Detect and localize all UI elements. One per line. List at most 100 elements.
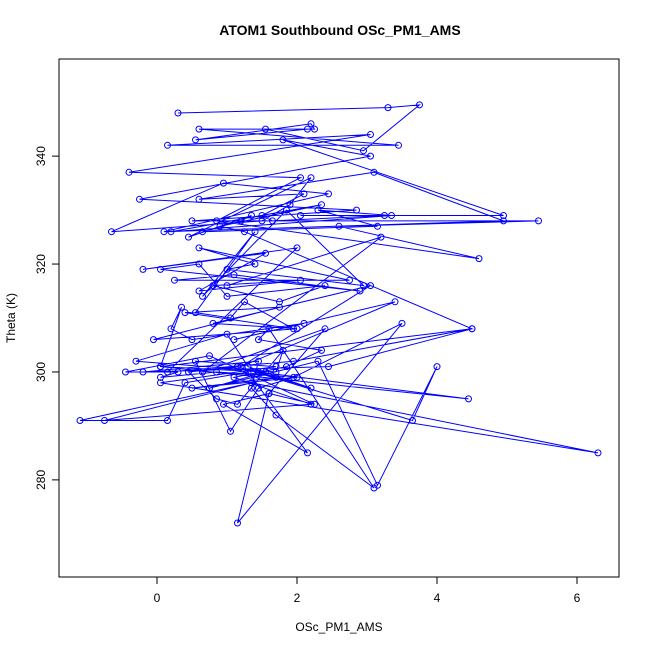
data-point <box>164 417 171 424</box>
data-point <box>237 217 245 225</box>
data-point <box>122 368 129 376</box>
data-point <box>139 368 147 376</box>
data-point <box>157 265 164 273</box>
data-point <box>241 298 248 306</box>
data-point <box>276 298 283 306</box>
data-point <box>195 287 203 295</box>
x-axis-label: OSc_PM1_AMS <box>295 620 382 634</box>
data-point <box>181 309 189 317</box>
data-point <box>108 228 115 236</box>
data-point <box>297 174 304 182</box>
data-point <box>360 282 367 290</box>
data-point <box>500 217 507 225</box>
data-point <box>223 282 231 290</box>
data-point <box>157 379 164 387</box>
data-point <box>388 212 395 219</box>
data-point <box>475 255 483 263</box>
data-point <box>255 336 262 344</box>
y-tick-label: 320 <box>34 254 48 274</box>
data-point <box>150 336 157 344</box>
data-point <box>293 244 301 252</box>
data-point <box>209 319 217 327</box>
data-point <box>220 179 227 187</box>
data-point <box>230 336 238 344</box>
data-point <box>367 152 374 160</box>
data-point <box>314 357 322 365</box>
data-point <box>220 400 227 408</box>
data-point <box>188 384 196 392</box>
data-point <box>381 212 388 219</box>
series-line <box>79 104 599 524</box>
data-point <box>157 373 164 381</box>
data-series <box>76 101 602 527</box>
data-point <box>195 195 203 203</box>
data-point <box>290 325 297 333</box>
y-axis: 280 300 320 340 <box>34 146 60 490</box>
data-point <box>244 368 252 376</box>
data-point <box>265 325 273 333</box>
data-point <box>132 357 140 365</box>
data-point <box>290 373 297 381</box>
data-point <box>307 400 315 408</box>
data-point <box>311 125 318 133</box>
x-tick-label: 2 <box>294 591 301 605</box>
data-point <box>409 417 416 424</box>
data-point <box>237 363 245 371</box>
data-point <box>164 368 171 376</box>
data-point <box>353 206 360 214</box>
data-point <box>318 346 325 354</box>
data-point <box>227 427 234 435</box>
data-point <box>325 363 332 371</box>
data-point <box>321 325 329 333</box>
data-point <box>276 303 283 311</box>
data-point <box>293 325 301 333</box>
data-point <box>223 292 231 300</box>
data-point <box>234 363 241 371</box>
data-point <box>244 363 252 371</box>
data-point <box>314 206 322 214</box>
data-point <box>178 303 185 311</box>
data-point <box>199 292 206 300</box>
data-point <box>500 212 507 219</box>
data-point <box>297 276 304 284</box>
data-point <box>535 217 542 225</box>
data-point <box>157 363 164 371</box>
data-point <box>311 400 318 408</box>
data-point <box>367 131 374 138</box>
data-point <box>286 201 294 209</box>
data-point <box>416 101 423 109</box>
data-point <box>307 120 315 128</box>
data-point <box>101 417 108 424</box>
data-point <box>265 390 273 397</box>
data-point <box>216 222 224 230</box>
data-point <box>384 104 392 112</box>
data-point <box>356 287 364 295</box>
data-point <box>230 271 238 279</box>
x-tick-label: 4 <box>434 591 441 605</box>
data-point <box>206 352 213 360</box>
data-point <box>395 141 402 149</box>
data-point <box>307 384 315 392</box>
data-point <box>248 379 255 387</box>
data-point <box>255 357 262 365</box>
data-point <box>174 109 182 117</box>
chart-title: ATOM1 Southbound OSc_PM1_AMS <box>219 22 460 38</box>
data-point <box>199 368 206 376</box>
data-point <box>262 368 269 376</box>
data-point <box>188 217 196 225</box>
data-point <box>230 373 238 381</box>
data-point <box>391 298 399 306</box>
y-tick-label: 300 <box>34 362 48 382</box>
data-point <box>465 395 472 403</box>
data-point <box>174 368 182 376</box>
data-point <box>325 190 332 198</box>
data-point <box>248 384 255 392</box>
data-point <box>321 282 329 290</box>
data-point <box>213 368 220 376</box>
y-tick-label: 340 <box>34 146 48 166</box>
data-point <box>139 265 147 273</box>
data-point <box>279 136 287 144</box>
data-point <box>594 449 602 457</box>
data-point <box>370 484 378 492</box>
